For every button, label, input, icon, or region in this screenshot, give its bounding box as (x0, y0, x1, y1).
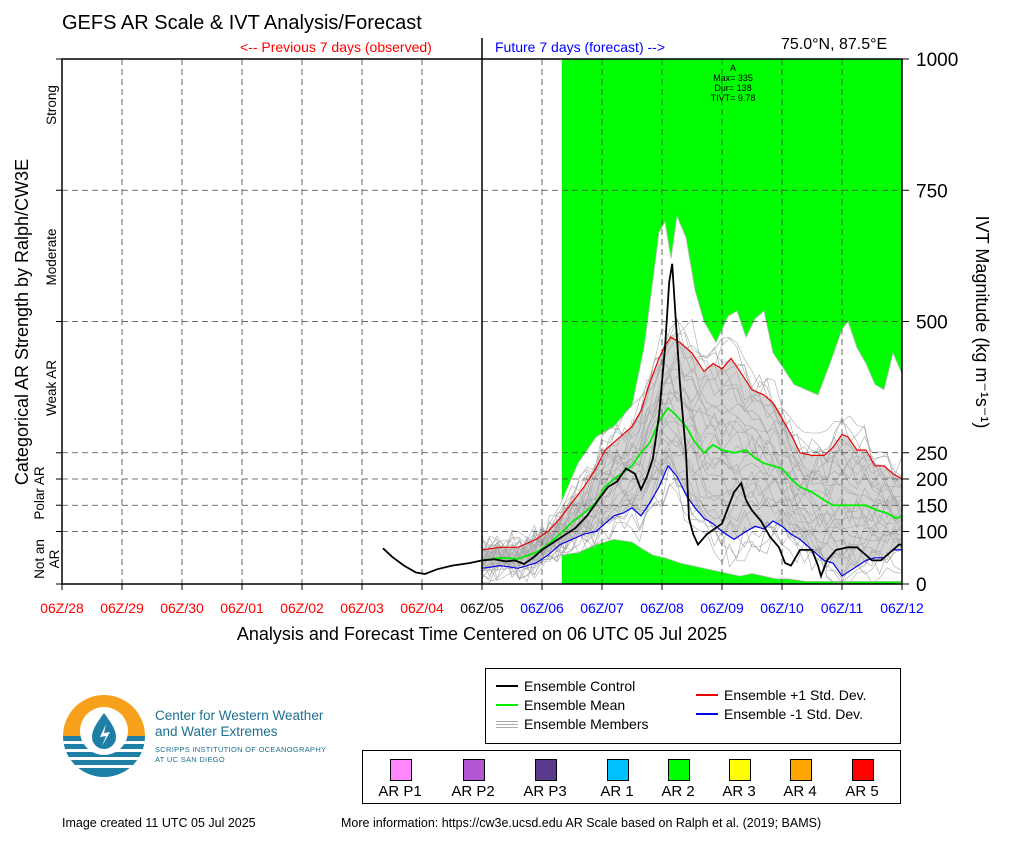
ensemble-member-line (481, 390, 902, 572)
ar-scale-swatch (607, 759, 629, 781)
y-tick-label: 1000 (916, 50, 958, 71)
ar-scale-label: AR 2 (661, 783, 695, 800)
ar-event-annotation: Max= 335 (713, 73, 753, 83)
ar-scale-label: AR 3 (722, 783, 756, 800)
ensemble-member-line (481, 373, 902, 571)
legend-minus-std-label: Ensemble -1 Std. Dev. (724, 705, 864, 722)
footer-created: Image created 11 UTC 05 Jul 2025 (62, 816, 256, 830)
y-tick-label: 100 (916, 523, 948, 544)
x-tick-label: 06Z/09 (700, 600, 744, 616)
ensemble-member-line (481, 446, 902, 582)
legend-minus-std-swatch (696, 712, 718, 715)
y-tick-label: 250 (916, 444, 948, 465)
ar-scale-swatch (668, 759, 690, 781)
ensemble-member-line (481, 430, 902, 568)
x-tick-label: 06Z/02 (280, 600, 324, 616)
legend-members: Ensemble Members (496, 714, 649, 733)
ar-scale-label: AR P2 (451, 783, 495, 800)
series-control-line (382, 263, 902, 579)
ivt-chart: 06Z/28 06Z/29 06Z/30 06Z/01 06Z/02 06Z/03 06Z/… (12, 38, 992, 644)
ar-scale-label: AR P1 (378, 783, 422, 800)
legend-plus-std-swatch (696, 693, 718, 696)
y-axis-label-left: Categorical AR Strength by Ralph/CW3E (12, 159, 32, 485)
logo-line1: Center for Western Weather (155, 708, 324, 723)
ar-category-label: Weak AR (44, 360, 59, 416)
ar-scale-swatch (463, 759, 485, 781)
legend-members-label: Ensemble Members (524, 715, 649, 732)
x-axis-label: Analysis and Forecast Time Centered on 0… (237, 624, 727, 644)
ar-event-annotation: TIVT= 9.78 (711, 93, 756, 103)
ar-scale-swatch (729, 759, 751, 781)
x-tick-label: 06Z/28 (40, 600, 84, 616)
ensemble-member-line (481, 450, 902, 579)
ar-category-label: Polar AR (32, 466, 47, 520)
ar-event-annotation: Dur= 138 (714, 83, 751, 93)
line-legend: Ensemble Control Ensemble Mean Ensemble … (485, 668, 901, 744)
x-tick-label: 06Z/03 (340, 600, 384, 616)
y-axis-label-right: IVT Magnitude (kg m⁻¹s⁻¹) (972, 216, 992, 429)
ensemble-member-line (481, 454, 902, 580)
ar-category-label: Moderate (44, 228, 59, 285)
legend-mean: Ensemble Mean (496, 695, 649, 714)
series-minus-std-line (481, 464, 902, 577)
ar-scale-legend: AR P1 AR P2 AR P3 AR 1 AR 2 AR 3 AR 4 AR 5 (362, 750, 901, 804)
ar-scale-label: AR 4 (783, 783, 817, 800)
legend-control-label: Ensemble Control (524, 677, 636, 694)
series-mean-line (481, 406, 902, 562)
legend-plus-std-label: Ensemble +1 Std. Dev. (724, 686, 867, 703)
ensemble-member-line (481, 332, 902, 560)
ensemble-member-line (481, 483, 902, 584)
ar-scale-label: AR 1 (600, 783, 634, 800)
legend-members-swatch (496, 719, 518, 728)
logo-line3: SCRIPPS INSTITUTION OF OCEANOGRAPHY (155, 745, 327, 754)
x-tick-label: 06Z/04 (400, 600, 444, 616)
x-tick-label: 06Z/05 (460, 600, 504, 616)
legend-control: Ensemble Control (496, 676, 649, 695)
ar-scale-swatch (852, 759, 874, 781)
ar-scale-swatch (390, 759, 412, 781)
ar-scale-swatch (535, 759, 557, 781)
legend-minus-std: Ensemble -1 Std. Dev. (696, 704, 867, 723)
ar-scale-label: AR P3 (523, 783, 567, 800)
y-tick-label: 0 (916, 575, 927, 596)
chart-title: GEFS AR Scale & IVT Analysis/Forecast (62, 12, 422, 34)
ar-scale-swatch (790, 759, 812, 781)
ensemble-member-line (481, 375, 902, 569)
x-tick-label: 06Z/12 (880, 600, 924, 616)
x-tick-label: 06Z/06 (520, 600, 564, 616)
ensemble-member-line (481, 318, 902, 559)
legend-control-swatch (496, 684, 518, 687)
x-tick-label: 06Z/01 (220, 600, 264, 616)
legend-plus-std: Ensemble +1 Std. Dev. (696, 685, 867, 704)
legend-mean-swatch (496, 703, 518, 706)
location-label: 75.0°N, 87.5°E (781, 36, 888, 53)
future-days-label: Future 7 days (forecast) --> (495, 39, 666, 55)
x-tick-label: 06Z/11 (821, 600, 864, 616)
ensemble-member-line (481, 478, 902, 584)
ar-category-label: Strong (44, 85, 59, 125)
y-tick-label: 150 (916, 496, 948, 517)
legend-mean-label: Ensemble Mean (524, 696, 626, 713)
y-tick-label: 500 (916, 313, 948, 334)
x-tick-label: 06Z/07 (580, 600, 624, 616)
ar-event-annotation: A (730, 63, 736, 73)
x-tick-label: 06Z/10 (760, 600, 804, 616)
series-plus-std-line (481, 336, 902, 551)
ar-scale-label: AR 5 (845, 783, 879, 800)
previous-days-label: <-- Previous 7 days (observed) (240, 39, 432, 55)
ensemble-member-line (481, 317, 902, 563)
logo-line2: and Water Extremes (155, 724, 278, 739)
x-tick-label: 06Z/29 (100, 600, 144, 616)
logo-line4: AT UC SAN DIEGO (155, 755, 226, 764)
ensemble-member-line (481, 369, 902, 565)
footer-more-info: More information: https://cw3e.ucsd.edu … (341, 816, 822, 830)
y-tick-label: 200 (916, 470, 948, 491)
y-tick-label: 750 (916, 181, 948, 202)
x-tick-label: 06Z/30 (160, 600, 204, 616)
ar-category-label: Not anAR (32, 539, 62, 579)
x-tick-label: 06Z/08 (640, 600, 684, 616)
cw3e-logo-icon (63, 695, 145, 777)
